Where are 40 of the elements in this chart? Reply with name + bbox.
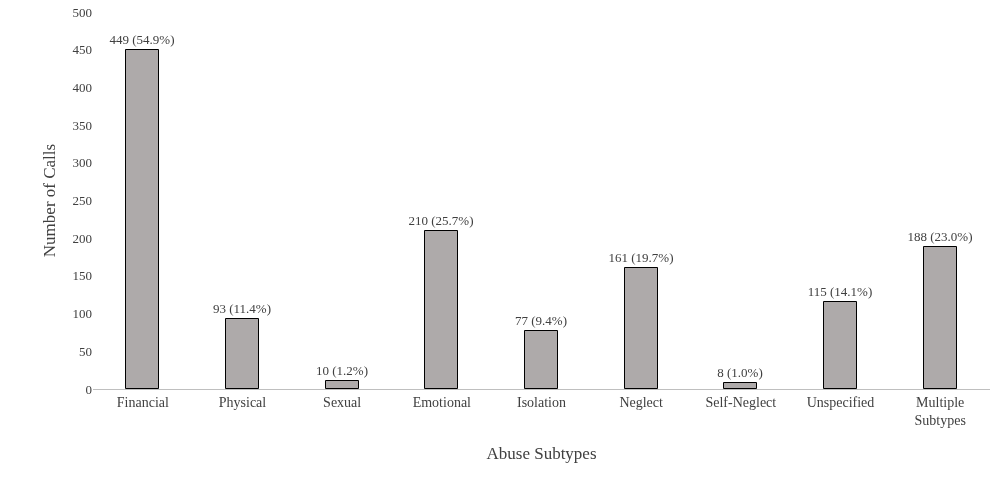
x-tick-label: Isolation bbox=[517, 394, 566, 410]
x-tick-label: Self-Neglect bbox=[705, 394, 777, 410]
bar bbox=[923, 246, 957, 389]
y-tick-label: 500 bbox=[72, 4, 92, 20]
data-label: 210 (25.7%) bbox=[408, 212, 474, 228]
x-tick-label: Sexual bbox=[323, 394, 362, 410]
bar bbox=[125, 49, 159, 389]
data-label: 188 (23.0%) bbox=[907, 228, 973, 244]
y-tick-label: 350 bbox=[72, 117, 92, 133]
bar bbox=[723, 382, 757, 389]
bar bbox=[524, 330, 558, 389]
bar bbox=[624, 267, 658, 389]
data-label: 10 (1.2%) bbox=[316, 362, 368, 378]
data-label: 449 (54.9%) bbox=[109, 31, 175, 47]
y-tick-label: 300 bbox=[72, 155, 92, 171]
y-tick-label: 150 bbox=[72, 268, 92, 284]
bar bbox=[225, 318, 259, 389]
y-tick-label: 100 bbox=[72, 306, 92, 322]
y-tick-label: 50 bbox=[79, 343, 92, 359]
x-tick-label: Emotional bbox=[412, 394, 472, 410]
x-tick-label: Multiple Subtypes bbox=[914, 394, 966, 428]
data-label: 77 (9.4%) bbox=[515, 312, 567, 328]
x-axis-title: Abuse Subtypes bbox=[486, 444, 597, 464]
x-tick-label: Financial bbox=[116, 394, 169, 410]
y-tick-label: 400 bbox=[72, 79, 92, 95]
bar bbox=[823, 301, 857, 389]
y-tick-label: 250 bbox=[72, 193, 92, 209]
y-axis-title: Number of Calls bbox=[40, 143, 60, 258]
bar bbox=[325, 380, 359, 389]
data-label: 161 (19.7%) bbox=[608, 249, 674, 265]
data-label: 115 (14.1%) bbox=[807, 283, 873, 299]
data-label: 93 (11.4%) bbox=[212, 300, 272, 316]
data-label: 8 (1.0%) bbox=[717, 364, 763, 380]
x-tick-label: Unspecified bbox=[806, 394, 875, 410]
x-tick-label: Physical bbox=[218, 394, 267, 410]
x-tick-label: Neglect bbox=[619, 394, 664, 410]
bar bbox=[424, 230, 458, 389]
y-tick-label: 450 bbox=[72, 42, 92, 58]
y-tick-label: 0 bbox=[85, 381, 92, 397]
y-tick-label: 200 bbox=[72, 230, 92, 246]
